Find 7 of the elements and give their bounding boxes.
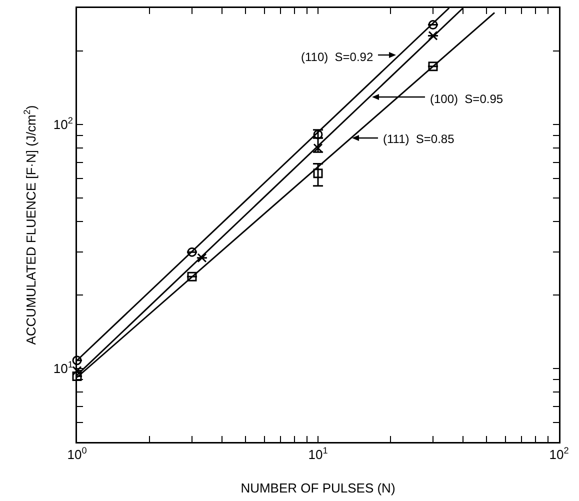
x-axis-title: NUMBER OF PULSES (N) [240, 480, 396, 496]
annotation: (110) S=0.92 [301, 50, 374, 64]
annotation: (100) S=0.95 [430, 92, 504, 106]
x-tick-label: 10$^{1}$ [308, 446, 328, 462]
x-tick-label: 10$^{0}$ [67, 446, 87, 462]
x-tick-label: 10$^{2}$ [549, 446, 569, 462]
annotation: (111) S=0.85 [383, 132, 455, 146]
